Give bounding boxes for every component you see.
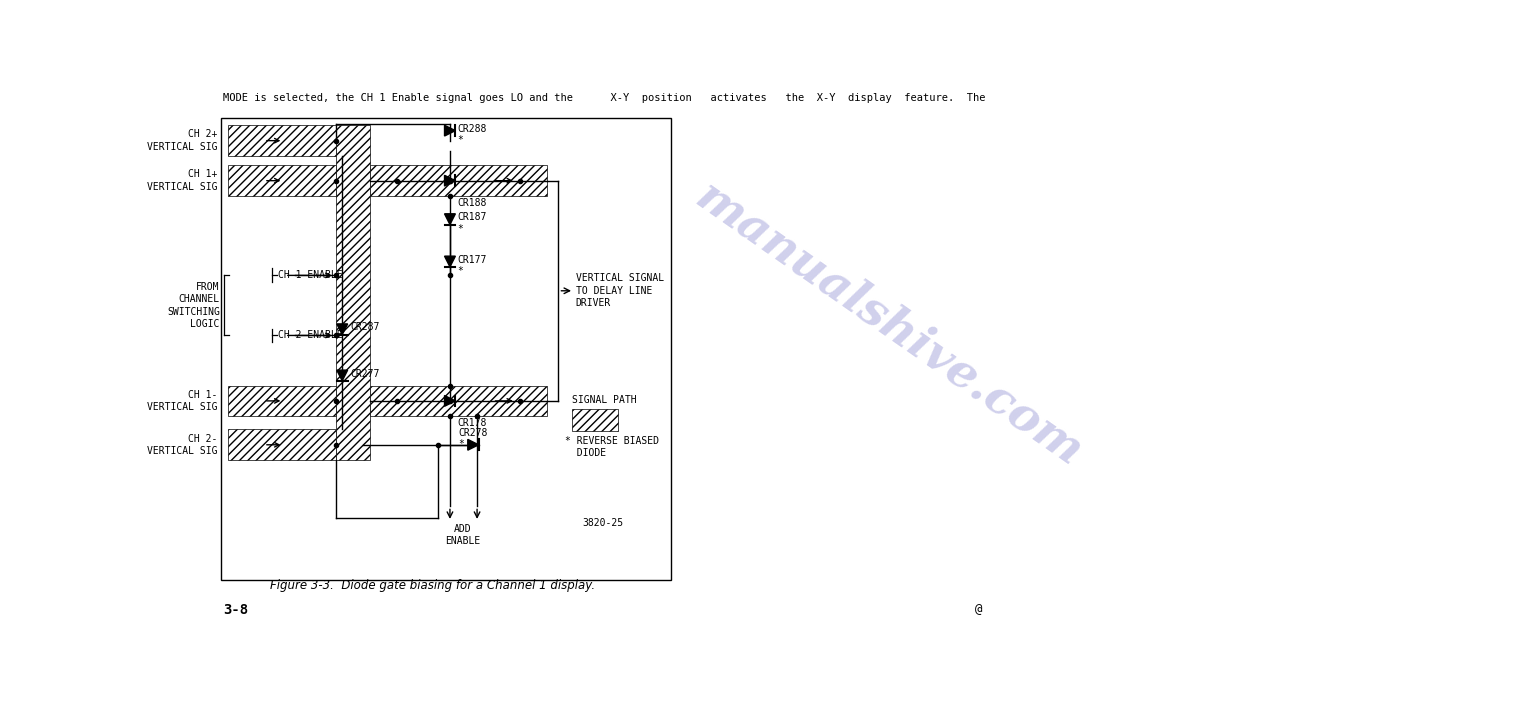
Text: @: @ bbox=[975, 604, 982, 616]
Bar bbox=[227, 386, 336, 416]
Polygon shape bbox=[445, 125, 456, 136]
Bar bbox=[221, 118, 671, 579]
Text: FROM
CHANNEL
SWITCHING
LOGIC: FROM CHANNEL SWITCHING LOGIC bbox=[167, 282, 220, 329]
Polygon shape bbox=[336, 370, 347, 381]
Text: * REVERSE BIASED
  DIODE: * REVERSE BIASED DIODE bbox=[565, 435, 660, 458]
Polygon shape bbox=[445, 214, 456, 224]
Text: manualshive.com: manualshive.com bbox=[688, 173, 1091, 475]
Text: MODE is selected, the CH 1 Enable signal goes LO and the      X-Y  position   ac: MODE is selected, the CH 1 Enable signal… bbox=[223, 93, 985, 103]
Text: CH 1 ENABLE: CH 1 ENABLE bbox=[278, 271, 342, 280]
Text: CH 2-
VERTICAL SIG: CH 2- VERTICAL SIG bbox=[147, 434, 218, 456]
Bar bbox=[336, 125, 370, 460]
Polygon shape bbox=[336, 324, 347, 334]
Polygon shape bbox=[445, 256, 456, 267]
Text: SIGNAL PATH: SIGNAL PATH bbox=[571, 395, 635, 405]
Text: CH 2 ENABLE: CH 2 ENABLE bbox=[278, 330, 342, 341]
Bar bbox=[370, 165, 546, 196]
Polygon shape bbox=[445, 395, 456, 406]
Text: CH 1+
VERTICAL SIG: CH 1+ VERTICAL SIG bbox=[147, 170, 218, 192]
Bar bbox=[227, 125, 336, 156]
Text: ADD
ENABLE: ADD ENABLE bbox=[445, 524, 480, 546]
Text: CR188: CR188 bbox=[457, 197, 487, 207]
Text: VERTICAL SIGNAL
TO DELAY LINE
DRIVER: VERTICAL SIGNAL TO DELAY LINE DRIVER bbox=[576, 273, 663, 308]
Polygon shape bbox=[445, 175, 456, 186]
Text: CR178: CR178 bbox=[457, 418, 487, 428]
Text: Figure 3-3.  Diode gate biasing for a Channel 1 display.: Figure 3-3. Diode gate biasing for a Cha… bbox=[270, 579, 594, 592]
Bar bbox=[571, 410, 619, 431]
Text: CR187
*: CR187 * bbox=[457, 212, 487, 234]
Text: CR277: CR277 bbox=[350, 368, 379, 378]
Text: CR287: CR287 bbox=[350, 322, 379, 332]
Text: 3820-25: 3820-25 bbox=[582, 518, 623, 528]
Text: CR278
*: CR278 * bbox=[459, 428, 488, 449]
Text: CR288
*: CR288 * bbox=[457, 124, 487, 146]
Bar bbox=[370, 386, 546, 416]
Text: 3-8: 3-8 bbox=[223, 603, 249, 616]
Text: CH 2+
VERTICAL SIG: CH 2+ VERTICAL SIG bbox=[147, 129, 218, 152]
Text: CH 1-
VERTICAL SIG: CH 1- VERTICAL SIG bbox=[147, 390, 218, 412]
Bar bbox=[227, 165, 336, 196]
Bar bbox=[227, 430, 336, 460]
Text: CR177
*: CR177 * bbox=[457, 255, 487, 276]
Polygon shape bbox=[468, 439, 479, 450]
